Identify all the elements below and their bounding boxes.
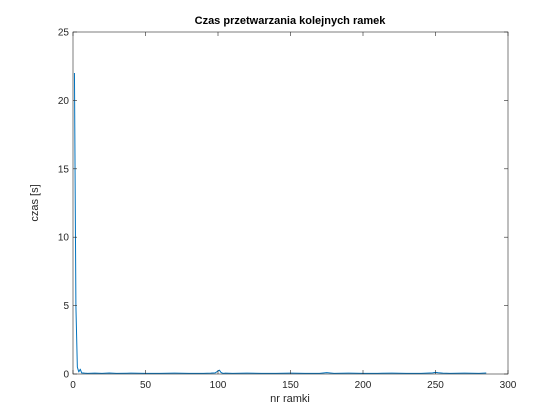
plot-area: [73, 32, 508, 374]
y-tick-label: 20: [58, 96, 70, 107]
y-tick-label: 15: [58, 164, 70, 175]
y-tick-label: 25: [58, 28, 70, 39]
y-axis-label: czas [s]: [29, 184, 41, 221]
x-tick-label: 100: [210, 380, 227, 391]
chart-title: Czas przetwarzania kolejnych ramek: [195, 15, 387, 27]
x-axis-label: nr ramki: [270, 393, 310, 405]
x-tick-label: 300: [500, 380, 517, 391]
y-tick-label: 10: [58, 233, 70, 244]
x-tick-label: 200: [355, 380, 372, 391]
y-tick-label: 0: [63, 370, 69, 381]
x-tick-label: 50: [140, 380, 152, 391]
x-tick-label: 0: [70, 380, 76, 391]
y-tick-label: 5: [63, 301, 69, 312]
x-tick-label: 150: [282, 380, 299, 391]
x-tick-label: 250: [427, 380, 444, 391]
